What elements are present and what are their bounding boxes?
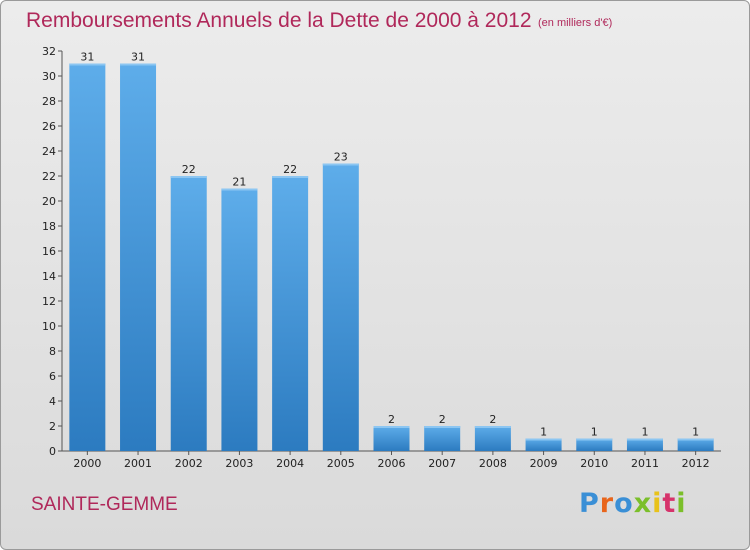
logo-letter: i	[652, 488, 663, 519]
bar-value-label: 2	[388, 413, 395, 426]
bar-value-label: 22	[283, 163, 297, 176]
y-tick-label: 20	[42, 195, 56, 208]
y-tick-label: 32	[42, 45, 56, 58]
bar-highlight	[221, 188, 258, 191]
x-tick-label: 2004	[276, 457, 304, 470]
x-tick-label: 2012	[682, 457, 710, 470]
bar-value-label: 1	[540, 426, 547, 439]
x-tick-label: 2008	[479, 457, 507, 470]
bar	[474, 426, 511, 451]
bar-value-label: 21	[232, 176, 246, 189]
y-tick-label: 2	[49, 420, 56, 433]
y-tick-label: 8	[49, 345, 56, 358]
bar	[576, 438, 613, 451]
logo-letter: x	[633, 488, 653, 519]
commune-name: SAINTE-GEMME	[31, 494, 178, 515]
bar-highlight	[525, 438, 562, 441]
bar	[677, 438, 714, 451]
y-tick-label: 22	[42, 170, 56, 183]
chart-title: Remboursements Annuels de la Dette de 20…	[26, 9, 532, 32]
bar	[170, 176, 207, 451]
logo-letter: o	[614, 488, 634, 519]
bar-highlight	[677, 438, 714, 441]
bar-value-label: 31	[131, 51, 145, 64]
bar-value-label: 2	[489, 413, 496, 426]
bar-highlight	[272, 176, 309, 178]
bar-value-label: 31	[80, 51, 94, 64]
bar-highlight	[170, 176, 207, 178]
x-tick-label: 2005	[327, 457, 355, 470]
y-tick-label: 24	[42, 145, 56, 158]
bar	[69, 63, 106, 451]
bar-highlight	[626, 438, 663, 441]
bar-highlight	[474, 426, 511, 428]
x-tick-label: 2001	[124, 457, 152, 470]
bar-value-label: 1	[641, 426, 648, 439]
y-tick-label: 14	[42, 270, 56, 283]
y-tick-label: 18	[42, 220, 56, 233]
bar	[322, 163, 359, 451]
bar-highlight	[120, 63, 157, 66]
bar	[626, 438, 663, 451]
bar-highlight	[576, 438, 613, 441]
x-tick-label: 2009	[530, 457, 558, 470]
chart-subtitle: (en milliers d'€)	[538, 17, 613, 29]
bar-value-label: 2	[439, 413, 446, 426]
y-tick-label: 26	[42, 120, 56, 133]
y-tick-label: 12	[42, 295, 56, 308]
logo-letter: i	[676, 488, 687, 519]
bar-value-label: 22	[182, 163, 196, 176]
bar	[120, 63, 157, 451]
bar-highlight	[69, 63, 106, 66]
bar-highlight	[373, 426, 410, 428]
logo-letter: t	[662, 488, 677, 519]
proxiti-logo: Proxiti	[579, 488, 687, 519]
y-tick-label: 4	[49, 395, 56, 408]
bar	[525, 438, 562, 451]
y-tick-label: 16	[42, 245, 56, 258]
bar	[272, 176, 309, 451]
x-tick-label: 2002	[175, 457, 203, 470]
logo-letter: r	[599, 488, 615, 519]
bar	[424, 426, 461, 451]
y-tick-label: 6	[49, 370, 56, 383]
bar-value-label: 1	[692, 426, 699, 439]
y-tick-label: 0	[49, 445, 56, 458]
x-tick-label: 2000	[73, 457, 101, 470]
x-tick-label: 2011	[631, 457, 659, 470]
x-tick-label: 2007	[428, 457, 456, 470]
bar-value-label: 1	[591, 426, 598, 439]
logo-letter: P	[579, 488, 600, 519]
bar	[373, 426, 410, 451]
y-tick-label: 30	[42, 70, 56, 83]
bar	[221, 188, 258, 451]
x-tick-label: 2010	[580, 457, 608, 470]
bar-value-label: 23	[334, 151, 348, 164]
bar-highlight	[322, 163, 359, 166]
y-tick-label: 28	[42, 95, 56, 108]
x-tick-label: 2006	[378, 457, 406, 470]
y-tick-label: 10	[42, 320, 56, 333]
bar-highlight	[424, 426, 461, 428]
x-tick-label: 2003	[225, 457, 253, 470]
